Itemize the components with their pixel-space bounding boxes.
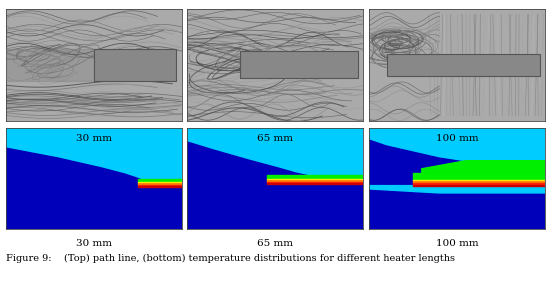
Polygon shape [138,179,182,182]
Polygon shape [138,186,182,187]
Text: 30 mm: 30 mm [75,134,112,143]
Polygon shape [267,180,363,182]
Text: 100 mm: 100 mm [435,134,479,143]
Polygon shape [413,181,545,183]
Polygon shape [187,128,363,175]
Text: 30 mm: 30 mm [75,239,112,248]
Polygon shape [267,182,363,183]
Polygon shape [413,185,545,186]
Text: 100 mm: 100 mm [435,239,479,248]
Polygon shape [413,177,545,180]
Polygon shape [267,179,363,180]
Polygon shape [267,183,363,184]
Polygon shape [94,49,177,81]
Text: 65 mm: 65 mm [257,134,293,143]
Polygon shape [138,185,182,186]
Polygon shape [240,51,358,79]
Text: Figure 9:    (Top) path line, (bottom) temperature distributions for different h: Figure 9: (Top) path line, (bottom) temp… [6,254,454,263]
Polygon shape [6,128,182,179]
Text: 65 mm: 65 mm [257,239,293,248]
Polygon shape [413,183,545,185]
Polygon shape [387,54,540,76]
Polygon shape [267,175,363,179]
Polygon shape [413,180,545,181]
Polygon shape [369,186,545,193]
Polygon shape [369,128,545,161]
Polygon shape [6,49,94,81]
Polygon shape [422,161,545,173]
Polygon shape [138,182,182,183]
Polygon shape [138,183,182,185]
Polygon shape [413,173,545,177]
